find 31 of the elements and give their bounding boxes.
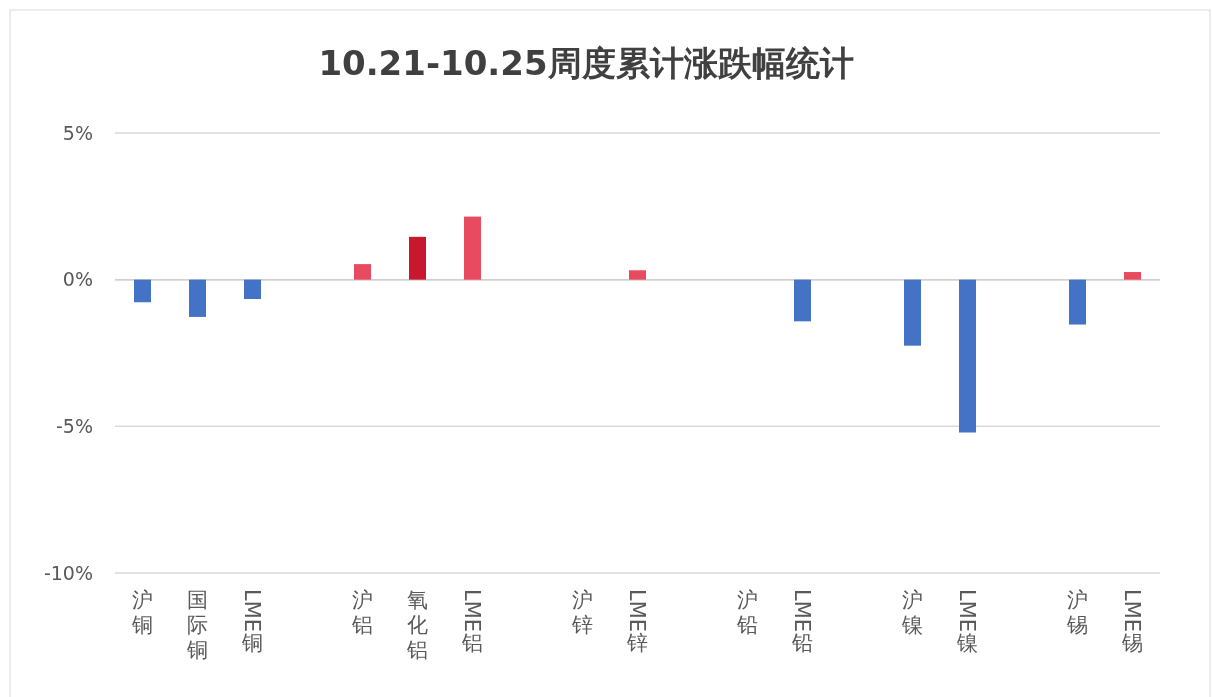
- x-tick-label: 国际铜: [186, 588, 208, 663]
- x-tick-label: 沪镍: [901, 588, 923, 638]
- x-tick-label: 沪铅: [736, 588, 758, 638]
- bar: [244, 279, 261, 300]
- y-tick-label: 0%: [62, 268, 93, 291]
- x-tick-label: LME锡: [1119, 589, 1144, 656]
- chart-title: 10.21-10.25周度累计涨跌幅统计: [318, 43, 854, 83]
- bar: [1069, 279, 1086, 325]
- x-tick-label: 沪铜: [131, 588, 153, 638]
- x-tick-label: LME铜: [239, 589, 264, 656]
- bar: [629, 270, 646, 280]
- x-tick-label: 氧化铝: [406, 588, 428, 663]
- y-tick-label: -10%: [43, 561, 93, 584]
- x-tick-label: LME锌: [624, 589, 649, 656]
- bar: [794, 279, 811, 322]
- bar: [464, 216, 481, 280]
- bar: [189, 279, 206, 317]
- y-tick-label: -5%: [56, 414, 93, 437]
- bar: [134, 279, 151, 303]
- x-tick-label: LME镍: [954, 589, 979, 656]
- x-tick-label: 沪铝: [351, 588, 373, 638]
- x-tick-label: 沪锌: [571, 588, 593, 638]
- bar: [959, 279, 976, 433]
- x-tick-label: 沪锡: [1066, 588, 1088, 638]
- bar: [904, 279, 921, 346]
- x-tick-label: LME铝: [459, 589, 484, 656]
- bar: [409, 236, 426, 280]
- x-tick-label: LME铅: [789, 589, 814, 656]
- bar: [1124, 272, 1141, 280]
- bar: [354, 264, 371, 280]
- y-tick-label: 5%: [62, 121, 93, 144]
